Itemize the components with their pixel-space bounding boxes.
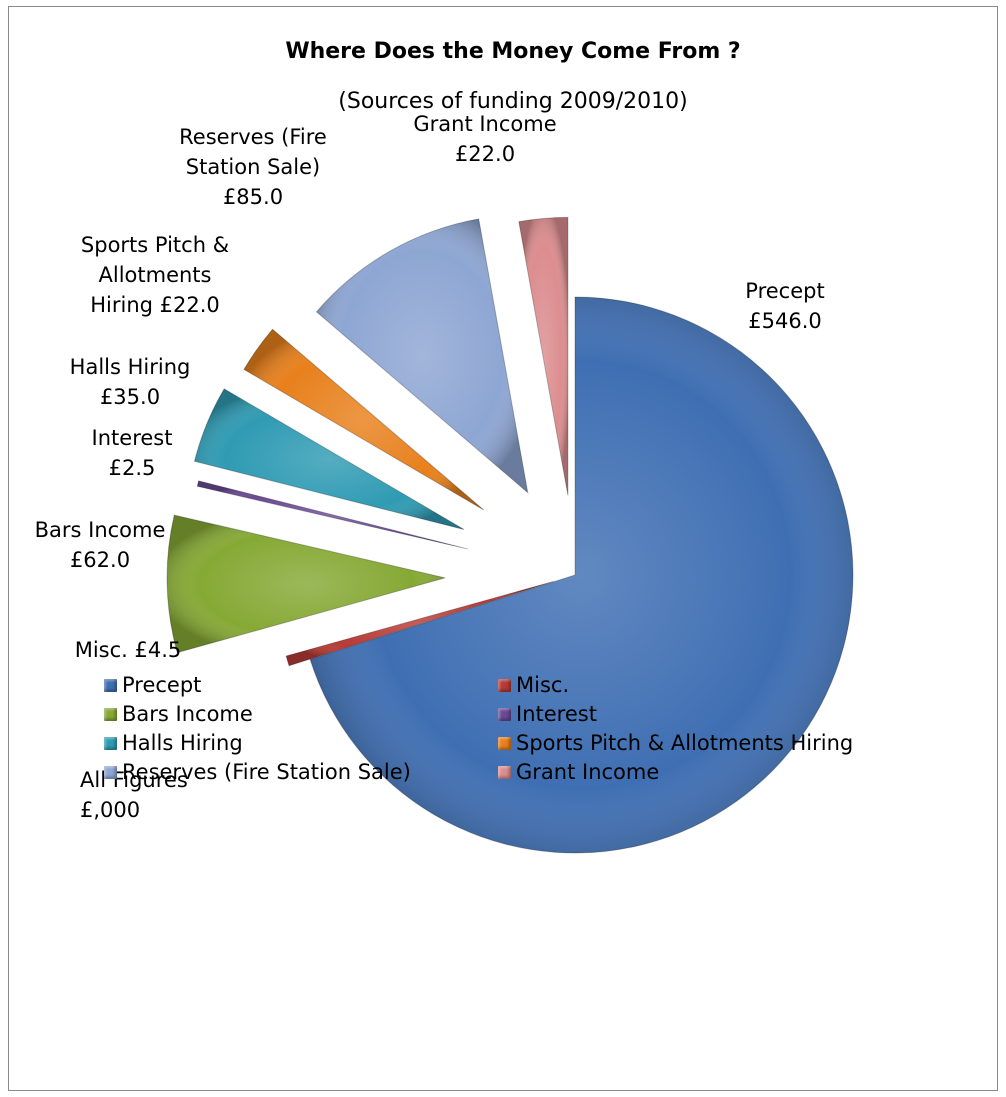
data-label-sports-pitch-allotments-hiring: Sports Pitch &	[81, 233, 229, 257]
legend-item-bars-income: Bars Income	[104, 701, 253, 727]
legend-item-reserves-fire-station-sale: Reserves (Fire Station Sale)	[104, 759, 411, 785]
legend-item-interest: Interest	[498, 701, 597, 727]
legend-label: Bars Income	[122, 702, 253, 726]
legend-item-halls-hiring: Halls Hiring	[104, 730, 243, 756]
data-label-precept: Precept	[745, 279, 824, 303]
legend-item-sports-pitch-allotments-hiring: Sports Pitch & Allotments Hiring	[498, 730, 853, 756]
legend-label: Reserves (Fire Station Sale)	[122, 760, 411, 784]
data-label-misc: Misc. £4.5	[75, 638, 182, 662]
legend-swatch	[498, 707, 511, 721]
data-label-sports-pitch-allotments-hiring: Hiring £22.0	[90, 293, 220, 317]
chart-title: Where Does the Money Come From ?	[285, 39, 740, 64]
data-label-bars-income: £62.0	[70, 548, 130, 572]
data-label-reserves-fire-station-sale: Reserves (Fire	[179, 125, 327, 149]
legend-label: Misc.	[516, 673, 570, 697]
pie-slice-shading-misc	[286, 581, 554, 666]
legend-label: Interest	[516, 702, 597, 726]
data-label-precept: £546.0	[748, 309, 821, 333]
pie-slice-shading-bars-income	[167, 515, 446, 653]
data-label-halls-hiring: £35.0	[100, 385, 160, 409]
data-label-sports-pitch-allotments-hiring: Allotments	[99, 263, 212, 287]
legend-swatch	[104, 707, 117, 721]
units-note-line1: All Figures	[80, 768, 188, 792]
pie-slice-shading-precept	[310, 297, 854, 853]
data-label-interest: £2.5	[109, 456, 156, 480]
data-label-grant-income: Grant Income	[413, 112, 556, 136]
legend-label: Halls Hiring	[122, 731, 243, 755]
data-label-bars-income: Bars Income	[35, 518, 166, 542]
pie-slice-shading-sports-pitch-allotments-hiring	[243, 329, 484, 511]
legend-swatch	[498, 736, 511, 750]
data-label-reserves-fire-station-sale: £85.0	[223, 185, 283, 209]
data-label-grant-income: £22.0	[455, 142, 515, 166]
units-note-line2: £,000	[80, 798, 140, 822]
pie-slice-shading-reserves-fire-station-sale	[316, 218, 528, 493]
data-label-reserves-fire-station-sale: Station Sale)	[186, 155, 320, 179]
legend-label: Precept	[122, 673, 202, 697]
chart-frame	[8, 6, 998, 1091]
legend-swatch	[104, 678, 117, 692]
legend-swatch	[498, 678, 511, 692]
pie-slice-shading-interest	[197, 480, 469, 550]
legend-item-grant-income: Grant Income	[498, 759, 659, 785]
legend-label: Grant Income	[516, 760, 660, 784]
legend-swatch	[104, 765, 117, 779]
legend-item-misc: Misc.	[498, 672, 569, 698]
chart-subtitle: (Sources of funding 2009/2010)	[338, 89, 687, 114]
legend-swatch	[104, 736, 117, 750]
pie-slice-shading-grant-income	[518, 217, 568, 496]
legend-swatch	[498, 765, 511, 779]
data-label-halls-hiring: Halls Hiring	[70, 355, 191, 379]
legend-label: Sports Pitch & Allotments Hiring	[516, 731, 854, 755]
pie-slice-shading-halls-hiring	[194, 388, 464, 530]
data-label-interest: Interest	[92, 426, 173, 450]
legend-item-precept: Precept	[104, 672, 201, 698]
